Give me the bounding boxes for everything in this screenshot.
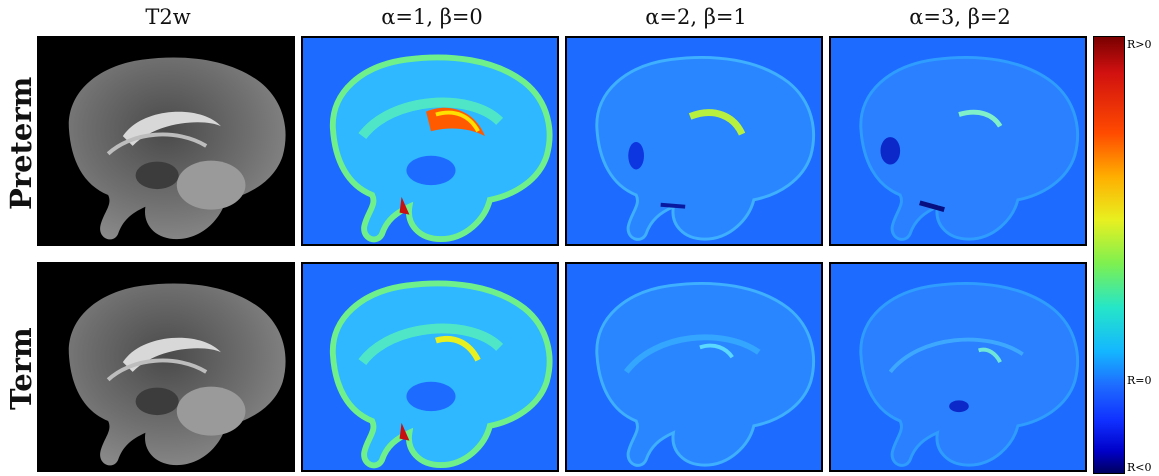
t2w-preterm-image: [37, 36, 295, 246]
t2w-term-image: [37, 262, 295, 472]
colorbar: [1093, 36, 1125, 474]
colorbar-label-positive: R>0: [1127, 38, 1152, 51]
colorbar-label-zero: R=0: [1127, 374, 1152, 387]
column-title-t2w: T2w: [145, 5, 191, 29]
map-preterm-alpha2-beta1: [565, 36, 823, 246]
column-title-alpha2-beta1: α=2, β=1: [645, 5, 747, 29]
map-term-alpha1-beta0: [301, 262, 559, 472]
column-title-alpha1-beta0: α=1, β=0: [381, 5, 483, 29]
map-preterm-alpha3-beta2: [829, 36, 1087, 246]
row-label-preterm: Preterm: [4, 76, 38, 210]
map-term-alpha2-beta1: [565, 262, 823, 472]
column-title-alpha3-beta2: α=3, β=2: [909, 5, 1011, 29]
colorbar-label-negative: R<0: [1127, 461, 1152, 474]
map-term-alpha3-beta2: [829, 262, 1087, 472]
map-preterm-alpha1-beta0: [301, 36, 559, 246]
row-label-term: Term: [4, 327, 38, 411]
